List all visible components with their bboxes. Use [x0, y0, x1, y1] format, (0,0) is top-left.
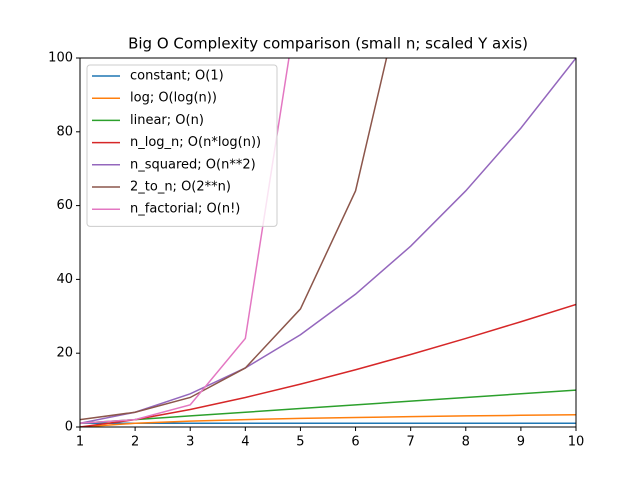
legend-label: log; O(log(n)) — [130, 91, 217, 106]
series-line — [80, 58, 388, 421]
x-tick-label: 1 — [76, 435, 84, 450]
legend-label: linear; O(n) — [130, 113, 204, 128]
legend-label: n_log_n; O(n*log(n)) — [130, 135, 261, 150]
series-line — [80, 389, 576, 425]
plot-frame — [79, 57, 577, 428]
legend-box — [86, 64, 278, 227]
x-tick-label: 6 — [351, 435, 359, 450]
x-tick-label: 9 — [517, 435, 525, 450]
x-tick-label: 10 — [568, 435, 585, 450]
legend-label: 2_to_n; O(2**n) — [130, 180, 231, 195]
x-tick-label: 2 — [131, 435, 139, 450]
series-line — [80, 303, 576, 427]
plot-lines — [80, 58, 576, 427]
y-tick-label: 60 — [56, 198, 73, 213]
x-tick-label: 5 — [296, 435, 304, 450]
x-tick-label: 3 — [186, 435, 194, 450]
x-tick-label: 7 — [407, 435, 415, 450]
y-tick-label: 100 — [48, 51, 73, 66]
y-tick-label: 40 — [56, 272, 73, 287]
x-tick-label: 8 — [462, 435, 470, 450]
y-tick-label: 0 — [65, 420, 73, 435]
y-tick-label: 20 — [56, 346, 73, 361]
series-line — [80, 413, 576, 427]
x-tick-label: 4 — [241, 435, 249, 450]
legend-label: n_factorial; O(n!) — [130, 202, 240, 217]
series-line — [80, 58, 576, 425]
legend-label: n_squared; O(n**2) — [130, 157, 256, 172]
legend-label: constant; O(1) — [130, 69, 224, 84]
y-tick-label: 80 — [56, 124, 73, 139]
chart-title: Big O Complexity comparison (small n; sc… — [128, 35, 528, 53]
